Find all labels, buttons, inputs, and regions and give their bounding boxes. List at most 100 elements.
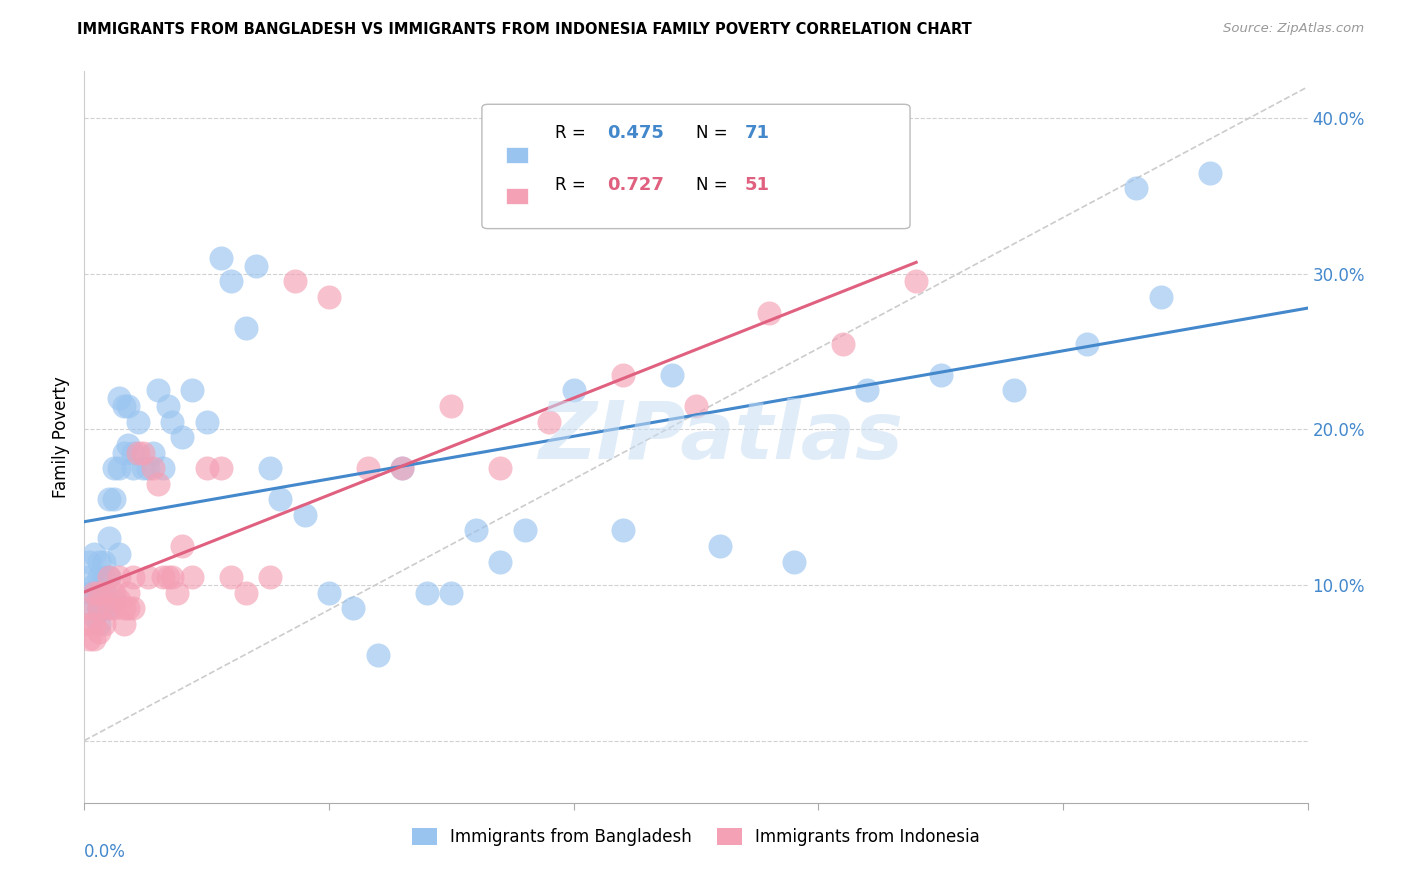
Text: R =: R = bbox=[555, 124, 592, 142]
Point bbox=[831, 336, 853, 351]
Point bbox=[83, 547, 105, 561]
Point bbox=[83, 609, 105, 624]
Point bbox=[77, 601, 100, 615]
Point bbox=[87, 624, 110, 639]
Point bbox=[181, 384, 204, 398]
Point bbox=[245, 259, 267, 273]
Point bbox=[783, 555, 806, 569]
Point bbox=[127, 445, 149, 459]
Point bbox=[97, 492, 120, 507]
Text: 51: 51 bbox=[745, 176, 770, 194]
Point bbox=[172, 430, 194, 444]
Text: IMMIGRANTS FROM BANGLADESH VS IMMIGRANTS FROM INDONESIA FAMILY POVERTY CORRELATI: IMMIGRANTS FROM BANGLADESH VS IMMIGRANTS… bbox=[77, 22, 972, 37]
Point bbox=[93, 616, 115, 631]
Point bbox=[195, 461, 218, 475]
Point bbox=[93, 555, 115, 569]
Point bbox=[156, 399, 179, 413]
Point bbox=[122, 445, 145, 459]
Point bbox=[166, 585, 188, 599]
Point bbox=[612, 524, 634, 538]
Point bbox=[905, 275, 928, 289]
Point bbox=[107, 391, 129, 405]
Point bbox=[172, 539, 194, 553]
Point bbox=[209, 461, 232, 475]
Text: 71: 71 bbox=[745, 124, 770, 142]
Point bbox=[391, 461, 413, 475]
Point bbox=[259, 461, 281, 475]
Point bbox=[142, 461, 165, 475]
Point bbox=[112, 445, 135, 459]
Point bbox=[122, 461, 145, 475]
Point bbox=[235, 585, 257, 599]
Point bbox=[97, 570, 120, 584]
Point bbox=[209, 251, 232, 265]
Point bbox=[132, 461, 155, 475]
Point bbox=[758, 305, 780, 319]
Text: 0.475: 0.475 bbox=[606, 124, 664, 142]
Point bbox=[127, 415, 149, 429]
Point bbox=[162, 570, 184, 584]
Point bbox=[103, 593, 125, 607]
Point bbox=[136, 461, 159, 475]
Point bbox=[219, 570, 242, 584]
Point bbox=[146, 384, 169, 398]
Point bbox=[929, 368, 952, 382]
Point bbox=[142, 445, 165, 459]
Point bbox=[87, 593, 110, 607]
Point bbox=[77, 632, 100, 647]
FancyBboxPatch shape bbox=[482, 104, 910, 228]
Point bbox=[103, 461, 125, 475]
Point bbox=[97, 601, 120, 615]
Point bbox=[269, 492, 291, 507]
Point bbox=[513, 524, 536, 538]
Point bbox=[97, 601, 120, 615]
Point bbox=[77, 616, 100, 631]
Point bbox=[83, 616, 105, 631]
Text: N =: N = bbox=[696, 176, 733, 194]
Point bbox=[1198, 165, 1220, 179]
Point bbox=[97, 570, 120, 584]
Point bbox=[83, 585, 105, 599]
Point bbox=[83, 578, 105, 592]
Point bbox=[146, 476, 169, 491]
Point bbox=[117, 601, 139, 615]
Point bbox=[391, 461, 413, 475]
Point bbox=[87, 601, 110, 615]
Point bbox=[117, 585, 139, 599]
Point bbox=[77, 585, 100, 599]
Point bbox=[318, 585, 340, 599]
Point bbox=[235, 321, 257, 335]
FancyBboxPatch shape bbox=[506, 146, 527, 163]
Point bbox=[440, 399, 463, 413]
Point bbox=[87, 601, 110, 615]
Point bbox=[93, 585, 115, 599]
Text: R =: R = bbox=[555, 176, 592, 194]
Point bbox=[87, 555, 110, 569]
Point bbox=[464, 524, 486, 538]
Point bbox=[1002, 384, 1025, 398]
Text: N =: N = bbox=[696, 124, 733, 142]
Point bbox=[562, 384, 585, 398]
Point bbox=[416, 585, 439, 599]
Point bbox=[685, 399, 707, 413]
Point bbox=[181, 570, 204, 584]
Point bbox=[612, 368, 634, 382]
Point bbox=[103, 601, 125, 615]
Point bbox=[87, 616, 110, 631]
Point bbox=[103, 492, 125, 507]
Point bbox=[77, 555, 100, 569]
Point bbox=[132, 445, 155, 459]
Point bbox=[107, 461, 129, 475]
Point bbox=[103, 585, 125, 599]
Y-axis label: Family Poverty: Family Poverty bbox=[52, 376, 70, 498]
Point bbox=[93, 601, 115, 615]
Point bbox=[367, 648, 389, 662]
Point bbox=[97, 531, 120, 545]
Point bbox=[440, 585, 463, 599]
Point bbox=[661, 368, 683, 382]
Point bbox=[107, 547, 129, 561]
Point bbox=[294, 508, 316, 522]
Point bbox=[117, 438, 139, 452]
Text: 0.0%: 0.0% bbox=[84, 843, 127, 861]
Point bbox=[259, 570, 281, 584]
